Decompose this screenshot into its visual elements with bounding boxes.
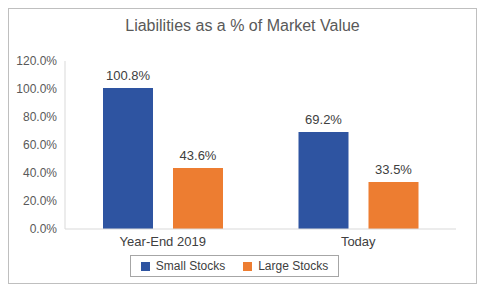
svg-text:120.0%: 120.0% xyxy=(16,54,57,68)
svg-text:Year-End 2019: Year-End 2019 xyxy=(120,234,206,249)
svg-text:20.0%: 20.0% xyxy=(23,194,57,208)
svg-text:43.6%: 43.6% xyxy=(180,148,217,163)
svg-text:40.0%: 40.0% xyxy=(23,166,57,180)
svg-text:60.0%: 60.0% xyxy=(23,138,57,152)
html-text:Large Stocks: Large Stocks xyxy=(258,259,329,273)
html-text:Small Stocks: Small Stocks xyxy=(155,259,226,273)
svg-text:0.0%: 0.0% xyxy=(30,222,58,236)
svg-text:69.2%: 69.2% xyxy=(305,112,342,127)
svg-text:100.0%: 100.0% xyxy=(16,82,57,96)
html-text:Liabilities as a % of Market V: Liabilities as a % of Market Value xyxy=(125,17,360,34)
svg-text:80.0%: 80.0% xyxy=(23,110,57,124)
svg-text:100.8%: 100.8% xyxy=(106,68,151,83)
svg-text:Today: Today xyxy=(341,234,376,249)
svg-text:33.5%: 33.5% xyxy=(375,162,412,177)
